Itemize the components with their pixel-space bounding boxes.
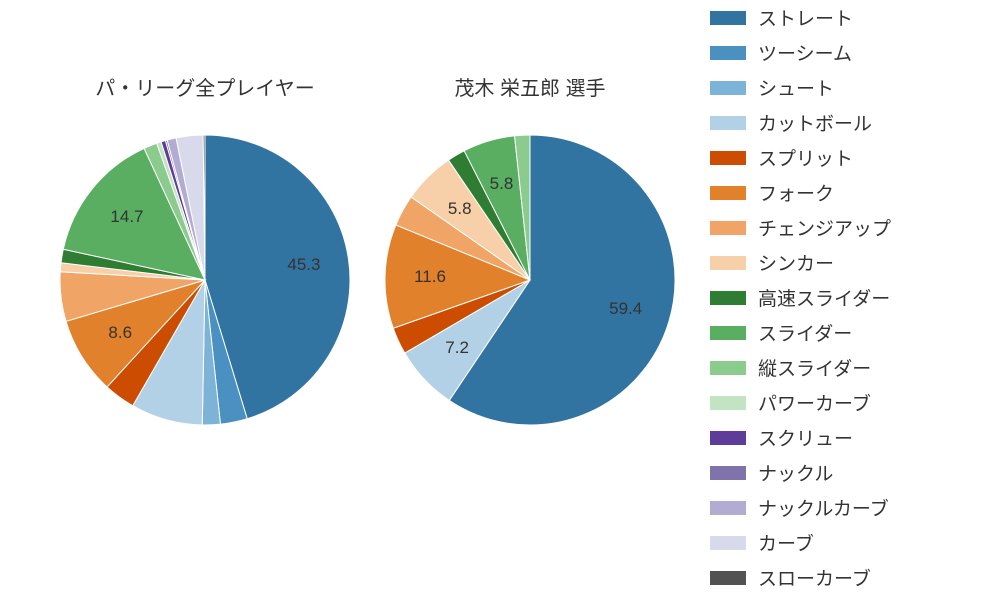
legend-item: スクリュー (710, 420, 980, 455)
legend-item: パワーカーブ (710, 385, 980, 420)
pie-labels-layer: 45.3 8.6 14.7 59.4 7.2 11.6 5.8 5.8 (0, 0, 700, 600)
legend-swatch (710, 81, 746, 95)
legend-swatch (710, 116, 746, 130)
legend-swatch (710, 501, 746, 515)
legend-label: カーブ (758, 529, 814, 556)
legend-item: カーブ (710, 525, 980, 560)
legend-item: スローカーブ (710, 560, 980, 595)
legend-label: シュート (758, 74, 834, 101)
slice-value-label: 7.2 (445, 338, 469, 358)
slice-value-label: 8.6 (108, 323, 132, 343)
slice-value-label: 5.8 (448, 199, 472, 219)
legend-item: ナックルカーブ (710, 490, 980, 525)
legend-swatch (710, 466, 746, 480)
legend-swatch (710, 221, 746, 235)
legend-item: シュート (710, 70, 980, 105)
legend-item: フォーク (710, 175, 980, 210)
legend-swatch (710, 186, 746, 200)
legend-label: 縦スライダー (758, 354, 871, 381)
legend-label: カットボール (758, 109, 872, 136)
legend-item: チェンジアップ (710, 210, 980, 245)
slice-value-label: 5.8 (490, 174, 514, 194)
legend-swatch (710, 536, 746, 550)
legend-label: フォーク (758, 179, 834, 206)
legend-label: スローカーブ (758, 564, 871, 591)
legend-swatch (710, 431, 746, 445)
legend-label: チェンジアップ (758, 214, 891, 241)
slice-value-label: 59.4 (609, 299, 642, 319)
legend-swatch (710, 11, 746, 25)
legend-label: シンカー (758, 249, 834, 276)
legend-label: 高速スライダー (758, 284, 890, 311)
legend: ストレートツーシームシュートカットボールスプリットフォークチェンジアップシンカー… (710, 0, 980, 595)
legend-swatch (710, 396, 746, 410)
legend-label: ストレート (758, 4, 853, 31)
legend-swatch (710, 151, 746, 165)
legend-item: ナックル (710, 455, 980, 490)
legend-item: スライダー (710, 315, 980, 350)
legend-swatch (710, 256, 746, 270)
slice-value-label: 45.3 (287, 255, 320, 275)
legend-item: シンカー (710, 245, 980, 280)
legend-item: ストレート (710, 0, 980, 35)
legend-item: スプリット (710, 140, 980, 175)
legend-item: ツーシーム (710, 35, 980, 70)
legend-label: スクリュー (758, 424, 853, 451)
legend-swatch (710, 46, 746, 60)
legend-label: ツーシーム (758, 39, 852, 66)
legend-item: 縦スライダー (710, 350, 980, 385)
legend-label: パワーカーブ (758, 389, 871, 416)
legend-swatch (710, 291, 746, 305)
legend-label: スライダー (758, 319, 852, 346)
legend-swatch (710, 326, 746, 340)
legend-label: ナックルカーブ (758, 494, 889, 521)
chart-container: パ・リーグ全プレイヤー 茂木 栄五郎 選手 45.38.614.759.47.2… (0, 0, 1000, 600)
legend-label: スプリット (758, 144, 853, 171)
legend-item: カットボール (710, 105, 980, 140)
legend-swatch (710, 571, 746, 585)
slice-value-label: 14.7 (110, 207, 143, 227)
legend-label: ナックル (758, 459, 833, 486)
legend-item: 高速スライダー (710, 280, 980, 315)
legend-swatch (710, 361, 746, 375)
slice-value-label: 11.6 (414, 267, 446, 287)
